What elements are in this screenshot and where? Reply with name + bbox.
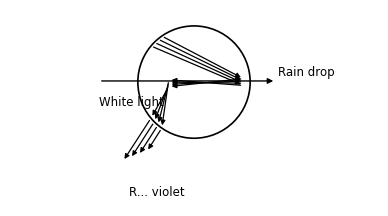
- Text: Rain drop: Rain drop: [278, 66, 335, 79]
- Text: White light: White light: [99, 96, 164, 109]
- Text: R... violet: R... violet: [129, 186, 185, 199]
